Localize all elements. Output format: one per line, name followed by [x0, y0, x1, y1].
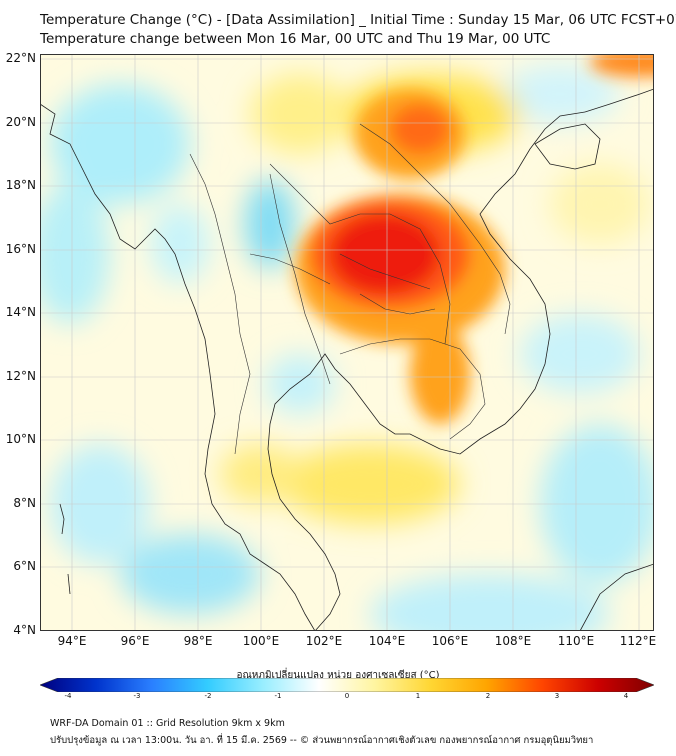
hot-core — [295, 54, 654, 424]
lon-label: 110°E — [557, 634, 595, 648]
footer-update-info: ปรับปรุงข้อมูล ณ เวลา 13:00น. วัน อา. ที… — [50, 735, 594, 746]
colorbar-tick: -2 — [204, 692, 212, 700]
lat-label: 6°N — [13, 559, 36, 573]
lat-label: 4°N — [13, 623, 36, 637]
colorbar-tick: 0 — [344, 692, 350, 700]
coastline — [40, 88, 654, 631]
colorbar-label: อุณหภูมิเปลี่ยนแปลง หน่วย องศาเซลเซียส (… — [236, 670, 440, 681]
graticule — [40, 54, 654, 631]
colorbar-tick: 3 — [554, 692, 560, 700]
colorbar-tick: -3 — [133, 692, 141, 700]
lon-label: 96°E — [120, 634, 150, 648]
colorbar-bar — [40, 678, 654, 692]
lon-label: 100°E — [242, 634, 280, 648]
colorbar-tick: -1 — [274, 692, 282, 700]
lat-label: 18°N — [5, 178, 36, 192]
lat-label: 14°N — [5, 305, 36, 319]
lon-label: 94°E — [57, 634, 87, 648]
lat-label: 20°N — [5, 115, 36, 129]
lon-label: 104°E — [368, 634, 406, 648]
colorbar-tick: -4 — [64, 692, 72, 700]
lat-label: 16°N — [5, 242, 36, 256]
temperature-change-map — [40, 54, 654, 631]
colorbar — [40, 678, 654, 692]
lat-label: 8°N — [13, 496, 36, 510]
footer-domain-info: WRF-DA Domain 01 :: Grid Resolution 9km … — [50, 718, 285, 729]
lat-label: 22°N — [5, 51, 36, 65]
colorbar-tick: 1 — [415, 692, 421, 700]
colorbar-tick: 2 — [485, 692, 491, 700]
colorbar-tick: 4 — [623, 692, 629, 700]
lon-label: 108°E — [494, 634, 532, 648]
lon-label: 98°E — [183, 634, 213, 648]
country-borders — [189, 123, 511, 455]
lon-label: 112°E — [619, 634, 657, 648]
map-title: Temperature Change (°C) - [Data Assimila… — [40, 12, 676, 28]
lon-label: 106°E — [431, 634, 469, 648]
map-subtitle: Temperature change between Mon 16 Mar, 0… — [40, 31, 551, 47]
lon-label: 102°E — [305, 634, 343, 648]
map-frame — [40, 54, 654, 631]
lat-label: 12°N — [5, 369, 36, 383]
lat-label: 10°N — [5, 432, 36, 446]
